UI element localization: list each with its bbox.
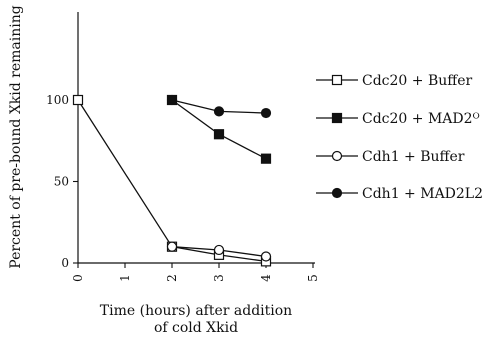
data-point [166,241,178,252]
legend-marker [331,187,343,199]
data-point [260,153,272,164]
legend-label: Cdh1 + Buffer [362,149,465,165]
legend-marker [331,74,343,86]
legend-entry: Cdh1 + Buffer [316,149,465,165]
axis-ticks [73,99,314,268]
series [166,94,272,164]
legend-label: Cdh1 + MAD2L2 [362,186,483,202]
series-line [77,99,267,263]
legend-marker [331,112,343,124]
legend-entry: Cdc20 + Buffer [316,73,472,89]
data-point [213,106,225,117]
legend-label: Cdc20 + MAD2ᴼ [362,111,480,127]
x-tick-label: 0 [71,274,85,282]
y-tick-label: 0 [61,256,69,270]
legend-entry: Cdh1 + MAD2L2 [316,186,483,202]
data-point [213,129,225,140]
series [166,241,272,262]
y-axis-label: Percent of pre-bound Xkid remaining [8,5,24,268]
x-axis-label-line1: Time (hours) after addition [100,303,292,319]
legend-marker [331,150,343,162]
legend-label: Cdc20 + Buffer [362,73,472,89]
x-tick-label: 4 [259,274,273,282]
series [166,94,272,119]
series-layer [72,94,272,267]
data-point [260,251,272,262]
x-axis-label-line2: of cold Xkid [154,320,238,336]
x-tick-label: 2 [165,274,179,282]
x-tick-label: 1 [118,274,132,282]
plot-axes [77,12,315,264]
y-tick-label: 50 [54,175,69,189]
x-tick-label: 5 [306,274,320,282]
data-point [260,107,272,119]
data-point [166,94,178,106]
data-point [213,244,225,256]
y-tick-label: 100 [46,93,69,107]
legend: Cdc20 + Buffer Cdc20 + MAD2ᴼ Cdh1 + Buffer… [316,73,483,202]
x-tick-label: 3 [212,274,226,282]
series [72,94,272,267]
legend-entry: Cdc20 + MAD2ᴼ [316,111,480,127]
data-point [72,94,84,106]
